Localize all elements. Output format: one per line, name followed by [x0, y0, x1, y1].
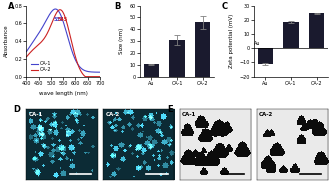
Bar	[144, 64, 159, 77]
Y-axis label: Zeta potential (mV): Zeta potential (mV)	[229, 14, 234, 68]
Bar	[283, 22, 299, 48]
Y-axis label: Size (nm): Size (nm)	[119, 28, 124, 54]
Bar	[309, 13, 324, 48]
Text: Au: Au	[254, 41, 261, 46]
Text: A: A	[8, 2, 15, 11]
X-axis label: wave length (nm): wave length (nm)	[39, 91, 88, 96]
Text: B: B	[115, 2, 121, 11]
Text: CA-2: CA-2	[259, 112, 273, 117]
Text: CA-1: CA-1	[182, 112, 196, 117]
Bar	[169, 40, 185, 77]
Text: CA-2: CA-2	[105, 112, 120, 117]
Bar	[195, 22, 211, 77]
Y-axis label: Absorbance: Absorbance	[4, 25, 9, 57]
Text: C: C	[221, 2, 227, 11]
Text: 545: 545	[58, 17, 68, 22]
Legend: CA-1, CA-2: CA-1, CA-2	[29, 59, 53, 74]
Text: 531: 531	[54, 17, 64, 22]
Text: D: D	[14, 105, 21, 114]
Text: CA-1: CA-1	[29, 112, 43, 117]
Bar	[258, 48, 273, 64]
Text: E: E	[167, 105, 173, 114]
